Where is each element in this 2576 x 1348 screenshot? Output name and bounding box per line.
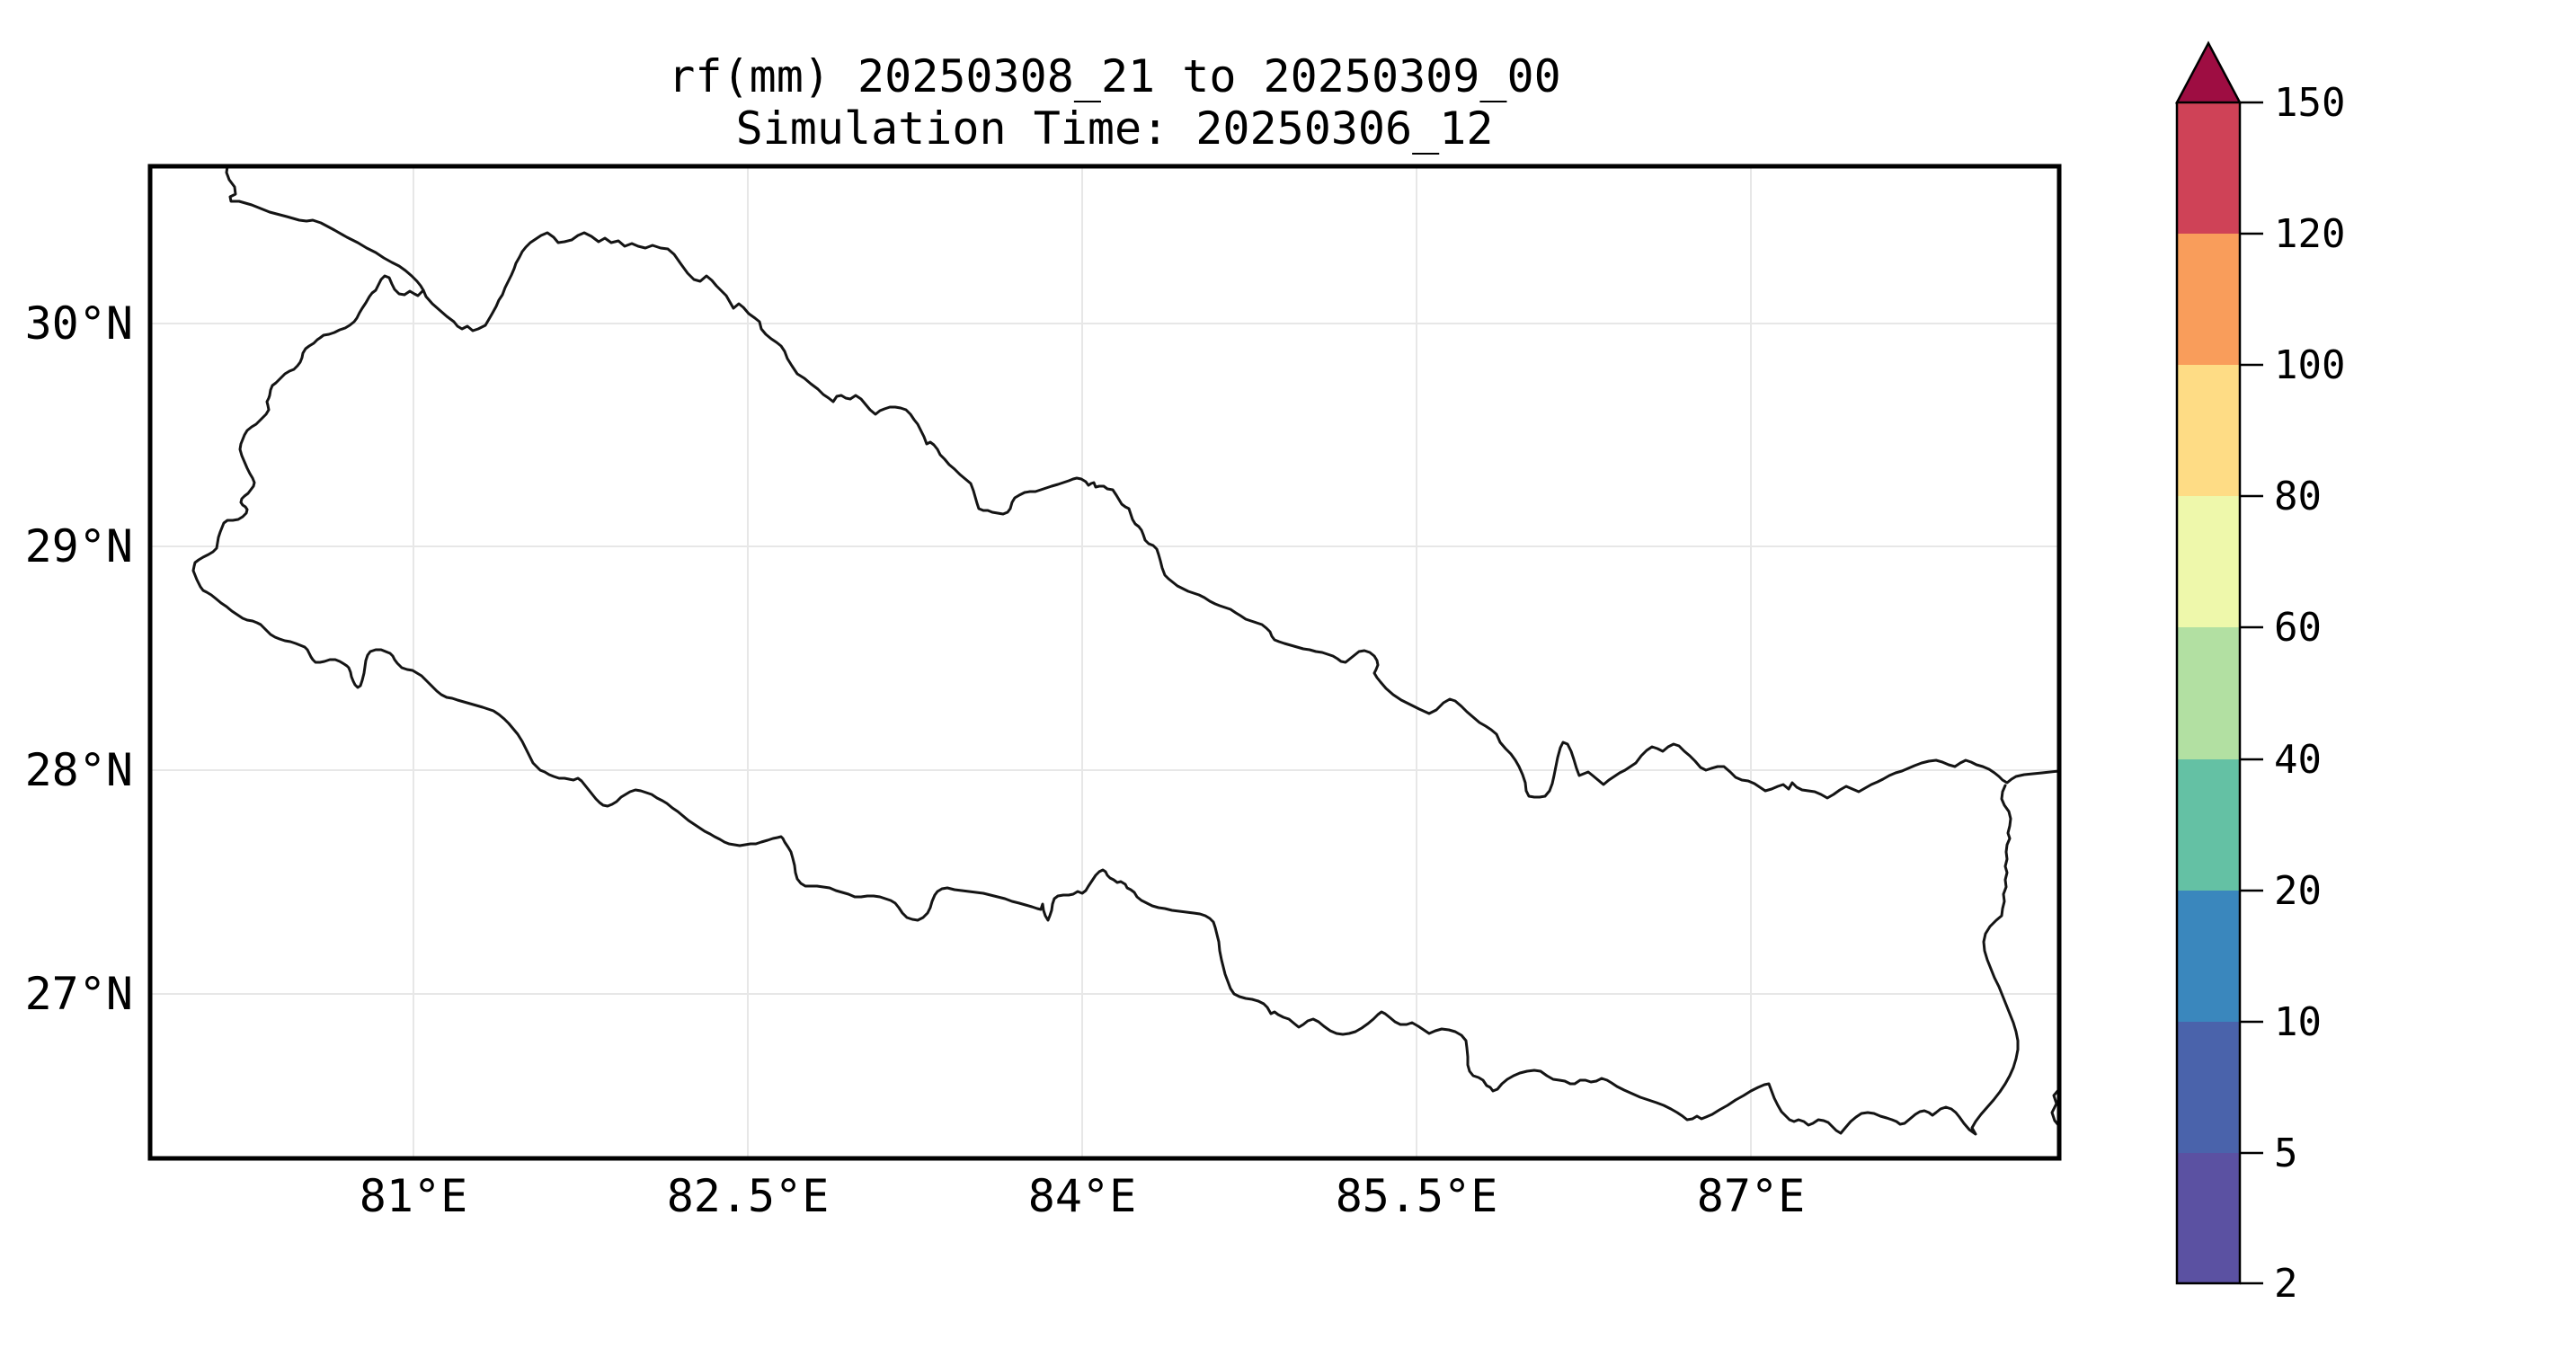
- colorbar-segment: [2177, 234, 2240, 365]
- colorbar-outline: [2175, 102, 2242, 1285]
- colorbar-tick-label: 5: [2274, 1131, 2298, 1176]
- colorbar-segment: [2177, 759, 2240, 891]
- colorbar-segment: [2177, 496, 2240, 627]
- colorbar-tick-label: 60: [2274, 605, 2322, 651]
- colorbar-tick-label: 20: [2274, 868, 2322, 914]
- colorbar-segment: [2177, 891, 2240, 1022]
- x-axis-tick-label: 87°E: [1697, 1170, 1805, 1222]
- y-axis-tick-label: 29°N: [25, 520, 133, 572]
- map-frame: [147, 164, 2062, 1161]
- nepal-boundary-outline: [191, 164, 2061, 1136]
- colorbar-segment: [2177, 102, 2240, 234]
- colorbar-extend-arrow: [2174, 40, 2243, 104]
- x-axis-tick-label: 81°E: [360, 1170, 467, 1222]
- figure-title-line2: Simulation Time: 20250306_12: [736, 102, 1494, 155]
- longitude-tick-labels: 81°E 82.5°E 84°E 85.5°E 87°E: [360, 1170, 1805, 1222]
- colorbar-tick-label: 120: [2274, 211, 2345, 257]
- y-axis-tick-label: 28°N: [25, 744, 133, 796]
- colorbar-tick-label: 2: [2274, 1261, 2298, 1307]
- axes-spine-frame: [147, 164, 2062, 1161]
- x-axis-tick-label: 85.5°E: [1336, 1170, 1498, 1222]
- colorbar-tick-label: 150: [2274, 80, 2345, 126]
- x-axis-tick-label: 84°E: [1028, 1170, 1136, 1222]
- colorbar-segment: [2177, 365, 2240, 496]
- y-axis-tick-label: 27°N: [25, 968, 133, 1020]
- country-border-line: [2050, 1087, 2061, 1128]
- y-axis-tick-label: 30°N: [25, 297, 133, 350]
- graticule-gridlines: [150, 166, 2059, 1158]
- colorbar-tick-label: 80: [2274, 474, 2322, 519]
- country-border-line: [225, 164, 2061, 800]
- colorbar-segment: [2177, 1022, 2240, 1153]
- latitude-tick-labels: 30°N 29°N 28°N 27°N: [25, 297, 133, 1020]
- country-border-line: [191, 274, 2020, 1136]
- rainfall-colorbar: 150 120 100 80 60 40 20 10 5 2: [2174, 40, 2345, 1307]
- colorbar-segment: [2177, 1153, 2240, 1283]
- figure-title-line1: rf(mm) 20250308_21 to 20250309_00: [668, 50, 1560, 102]
- x-axis-tick-label: 82.5°E: [667, 1170, 830, 1222]
- colorbar-tick-label: 10: [2274, 999, 2322, 1045]
- colorbar-segment: [2177, 627, 2240, 759]
- colorbar-tick-label: 100: [2274, 342, 2345, 388]
- colorbar-tick-label: 40: [2274, 737, 2322, 783]
